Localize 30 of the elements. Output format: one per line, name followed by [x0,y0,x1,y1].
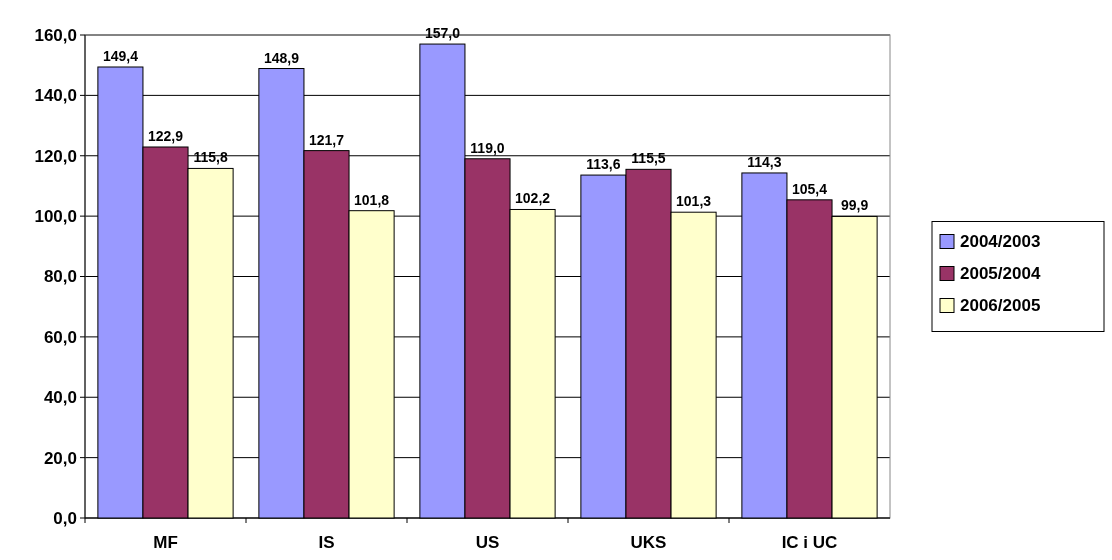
y-tick-label: 80,0 [43,267,77,287]
data-label: 102,2 [515,190,551,207]
data-label: 157,0 [424,25,461,42]
y-tick-label: 160,0 [34,25,77,45]
y-tick-label: 20,0 [43,448,77,468]
y-tick-label: 120,0 [34,146,77,166]
data-label: 101,8 [354,191,390,208]
y-tick-label: 140,0 [34,86,77,106]
y-tick-label: 60,0 [43,327,77,347]
x-tick-label: US [475,533,500,552]
x-tick-label: IC i UC [781,533,838,552]
legend-label: 2004/2003 [960,232,1041,252]
data-label: 119,0 [470,139,505,156]
x-tick-label: UKS [630,533,667,552]
data-label: 122,9 [147,128,184,144]
data-label: 113,6 [586,156,621,173]
data-label: 114,3 [747,153,782,170]
x-tick-label: MF [153,533,178,552]
legend-label: 2006/2005 [960,296,1041,316]
y-tick-label: 40,0 [43,388,77,408]
data-label: 101,3 [676,193,712,210]
y-tick-label: 0,0 [53,508,77,528]
data-label: 121,7 [308,131,345,148]
data-label: 149,4 [102,48,139,64]
legend-label: 2005/2004 [960,264,1041,284]
data-label: 148,9 [263,49,300,66]
y-tick-label: 100,0 [34,207,77,227]
data-label: 99,9 [840,197,869,214]
data-label: 105,4 [791,180,828,197]
x-tick-label: IS [318,533,335,552]
